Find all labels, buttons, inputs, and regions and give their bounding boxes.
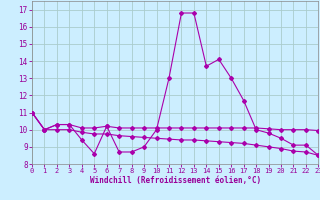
X-axis label: Windchill (Refroidissement éolien,°C): Windchill (Refroidissement éolien,°C) xyxy=(90,176,261,185)
